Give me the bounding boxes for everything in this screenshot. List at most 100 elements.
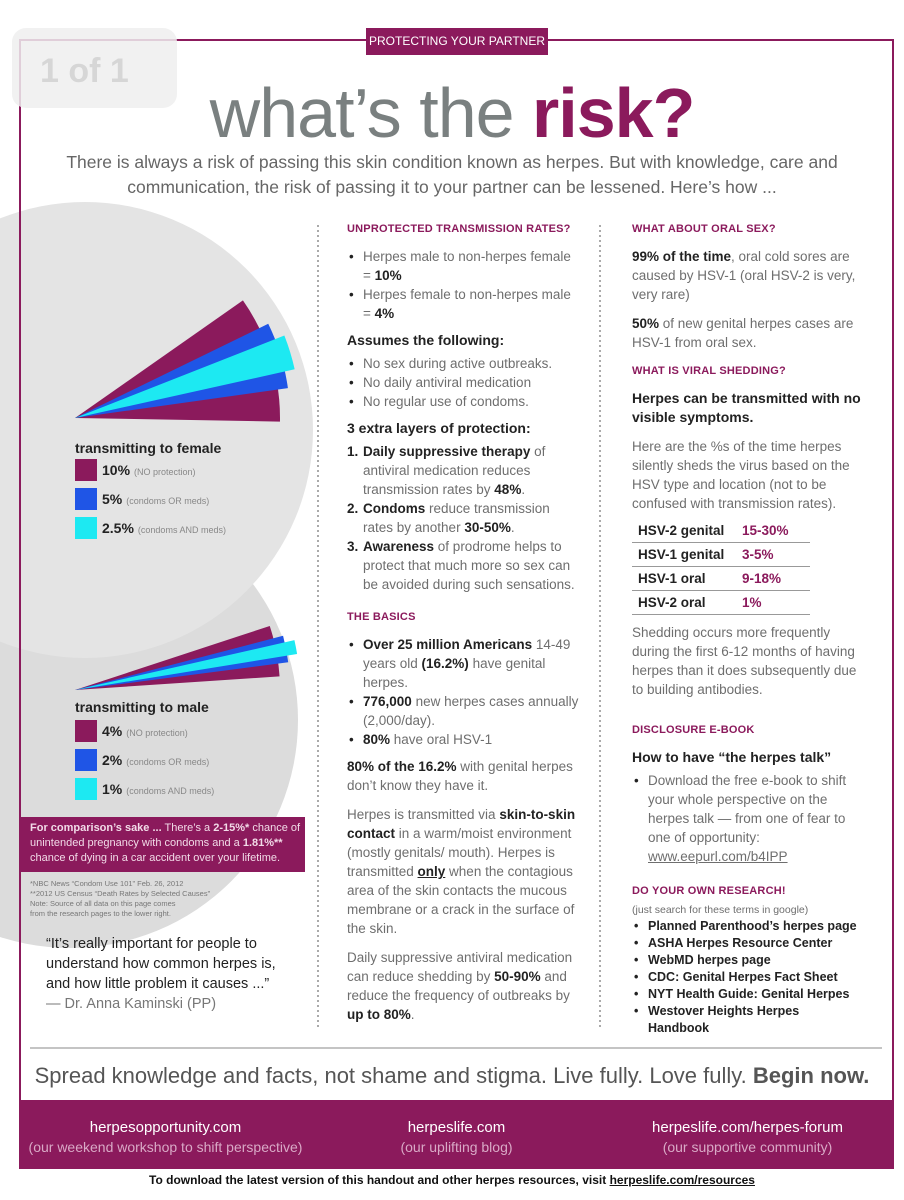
bottom-line: To download the latest version of this h…: [0, 1173, 904, 1187]
footer-link: herpeslife.com (our uplifting blog): [311, 1118, 602, 1156]
text-run: 80%: [363, 732, 391, 747]
legend-title: transmitting to male: [75, 699, 209, 715]
tag: PROTECTING YOUR PARTNER: [368, 34, 546, 48]
section-heading: UNPROTECTED TRANSMISSION RATES?: [347, 223, 571, 235]
middle-column: UNPROTECTED TRANSMISSION RATES? Herpes m…: [347, 220, 579, 1034]
legend-swatch: [75, 488, 97, 510]
text-run: To download the latest version of this h…: [149, 1173, 610, 1187]
bullet-item: No daily antiviral medication: [347, 373, 579, 392]
footnote: Note: Source of all data on this page co…: [30, 899, 176, 908]
legend-entry: 4% (NO protection): [102, 723, 188, 739]
bullet-item: Over 25 million Americans 14-49 years ol…: [347, 635, 579, 692]
table-cell: HSV-2 genital: [638, 523, 725, 538]
text-run: .: [410, 1007, 415, 1022]
bullet-item: CDC: Genital Herpes Fact Sheet: [632, 969, 862, 986]
comparison-box: [20, 817, 305, 872]
item-text: Daily suppressive therapy of antiviral m…: [363, 442, 579, 499]
text-run: .: [521, 482, 526, 497]
table-cell: HSV-2 oral: [638, 595, 706, 610]
bullet-item: 80% have oral HSV-1: [347, 730, 579, 749]
footer-band: [20, 1100, 893, 1168]
text-run: skin-to-skin contact: [347, 807, 576, 841]
table-row: HSV-2 genital 15-30%: [632, 519, 810, 543]
table-cell: 3-5%: [742, 547, 774, 562]
section-heading: DO YOUR OWN RESEARCH!: [632, 885, 786, 897]
legend-title: transmitting to female: [75, 440, 221, 456]
bullet-item: Planned Parenthood’s herpes page: [632, 918, 862, 935]
text-run: Awareness: [363, 539, 435, 554]
text-run: Daily suppressive antiviral medication c…: [347, 950, 573, 984]
numbered-item: 2. Condoms reduce transmission rates by a…: [347, 499, 579, 537]
link-url[interactable]: herpeslife.com: [407, 1119, 506, 1136]
table-cell: HSV-1 genital: [638, 547, 725, 562]
title-light: what’s the: [209, 74, 515, 152]
legend-name: (condoms AND meds): [126, 786, 214, 796]
text-run: 50-90%: [494, 969, 541, 984]
section-heading: DISCLOSURE E-BOOK: [632, 724, 755, 736]
comparison-text: For comparison’s sake ... There’s a 2-15…: [30, 821, 302, 866]
legend-entry: 10% (NO protection): [102, 462, 196, 478]
bullet-item: ASHA Herpes Resource Center: [632, 935, 862, 952]
text-run: 50%: [632, 316, 660, 331]
link-desc: (our weekend workshop to shift perspecti…: [28, 1139, 303, 1155]
link-url[interactable]: herpeslife.com/herpes-forum: [652, 1119, 843, 1136]
legend-name: (condoms AND meds): [138, 525, 226, 535]
legend-entry: 2.5% (condoms AND meds): [102, 520, 226, 536]
text-run: Begin now.: [752, 1063, 870, 1088]
text-run[interactable]: www.eepurl.com/b4IPP: [648, 849, 788, 864]
text-run: 4%: [374, 306, 395, 321]
paragraph: 80% of the 16.2% with genital herpes don…: [347, 757, 579, 795]
title-bold: risk?: [532, 74, 695, 152]
numbered-list: 1. Daily suppressive therapy of antiviral…: [347, 442, 579, 594]
text-run: For comparison’s sake ...: [30, 822, 162, 834]
bullet-list: Planned Parenthood’s herpes page ASHA Her…: [632, 918, 862, 1037]
text-run: have genital herpes.: [363, 656, 546, 690]
link-url[interactable]: herpesopportunity.com: [89, 1119, 242, 1136]
text-run: 776,000: [363, 694, 412, 709]
numbered-item: 1. Daily suppressive therapy of antiviral…: [347, 442, 579, 499]
paragraph: 50% of new genital herpes cases are HSV-…: [632, 314, 862, 352]
bullet-list: Herpes male to non-herpes female = 10%He…: [347, 247, 579, 323]
footer-links: herpesopportunity.com (our weekend worksh…: [20, 1118, 893, 1156]
text-run: reduce transmission rates by another: [363, 501, 550, 535]
bullet-list: Over 25 million Americans 14-49 years ol…: [347, 635, 579, 749]
text-run: Spread knowledge and facts, not shame an…: [34, 1063, 753, 1088]
table-row: HSV-1 oral 9-18%: [632, 567, 810, 591]
text-run: and reduce the frequency of outbreaks by: [347, 969, 570, 1003]
text-run: No daily antiviral medication: [363, 375, 532, 390]
bullet-list: No sex during active outbreaks. No daily …: [347, 354, 579, 411]
legend-entry: 1% (condoms AND meds): [102, 781, 214, 797]
item-text: Condoms reduce transmission rates by ano…: [363, 499, 579, 537]
footnote: *NBC News “Condom Use 101” Feb. 26, 2012: [30, 879, 184, 888]
footnote: from the research pages to the lower rig…: [30, 909, 171, 918]
text-run: up to 80%: [347, 1007, 411, 1022]
text-run: No sex during active outbreaks.: [363, 356, 553, 371]
bullet-item: No regular use of condoms.: [347, 392, 579, 411]
bullet-item: NYT Health Guide: Genital Herpes: [632, 986, 862, 1003]
table-row: HSV-2 oral 1%: [632, 591, 810, 615]
text-run: ASHA Herpes Resource Center: [648, 936, 833, 950]
legend-name: (NO protection): [134, 467, 196, 477]
title: what’s the risk?: [0, 68, 904, 158]
legend-value-label: 2.5%: [102, 520, 134, 536]
legend-name: (condoms OR meds): [126, 757, 209, 767]
text-run: 1.81%**: [242, 837, 283, 849]
link-desc: (our uplifting blog): [400, 1139, 513, 1155]
item-marker: 2.: [347, 501, 359, 516]
text-run: 30-50%: [464, 520, 511, 535]
page-badge: 1 of 1: [40, 52, 129, 90]
text-run: (16.2%): [421, 656, 469, 671]
quote-attribution: — Dr. Anna Kaminski (PP): [46, 996, 217, 1012]
text-run[interactable]: herpeslife.com/resources: [609, 1173, 755, 1187]
text-run: No regular use of condoms.: [363, 394, 529, 409]
paragraph: Herpes is transmitted via skin-to-skin c…: [347, 805, 579, 938]
text-run: with genital herpes don’t know they have…: [347, 759, 573, 793]
table-row: HSV-1 genital 3-5%: [632, 543, 810, 567]
shedding-table: HSV-2 genital 15-30% HSV-1 genital 3-5% HSV-…: [632, 519, 810, 615]
footnotes: *NBC News “Condom Use 101” Feb. 26, 2012…: [30, 879, 290, 919]
text-run: 2-15%*: [213, 822, 250, 834]
pie-wedge: [75, 323, 288, 418]
text-run: have oral HSV-1: [390, 732, 493, 747]
text-run[interactable]: only: [417, 864, 446, 879]
